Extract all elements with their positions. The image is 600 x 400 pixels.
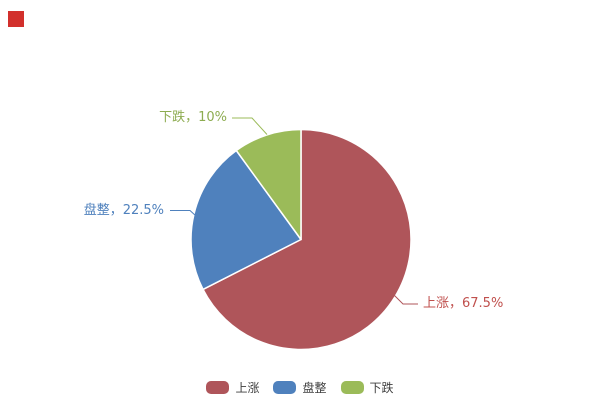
label-line-fall — [232, 117, 268, 135]
legend-swatch-flat — [273, 381, 297, 394]
pie-slice-rise[interactable] — [202, 128, 412, 351]
slice-label-rise: 上涨，67.5% — [423, 296, 504, 311]
legend-item-rise[interactable]: 上涨 — [206, 379, 259, 396]
legend-item-flat[interactable]: 盘整 — [273, 379, 327, 396]
legend-swatch-rise — [206, 381, 230, 394]
legend-item-fall[interactable]: 下跌 — [340, 379, 394, 396]
legend-label-rise: 上涨 — [235, 381, 260, 395]
pie-slices-group — [190, 128, 412, 351]
legend-label-fall: 下跌 — [369, 381, 394, 395]
pie-slice-fall[interactable] — [235, 128, 302, 241]
corner-marker-square — [8, 11, 24, 27]
slice-label-flat: 盘整，22.5% — [83, 203, 164, 218]
legend-swatch-fall — [340, 381, 364, 394]
slice-label-fall: 下跌，10% — [159, 110, 227, 125]
legend-label-flat: 盘整 — [302, 381, 327, 395]
label-line-rise — [393, 294, 418, 305]
label-line-flat — [170, 210, 197, 217]
legend: 上涨 盘整 下跌 — [0, 379, 600, 396]
